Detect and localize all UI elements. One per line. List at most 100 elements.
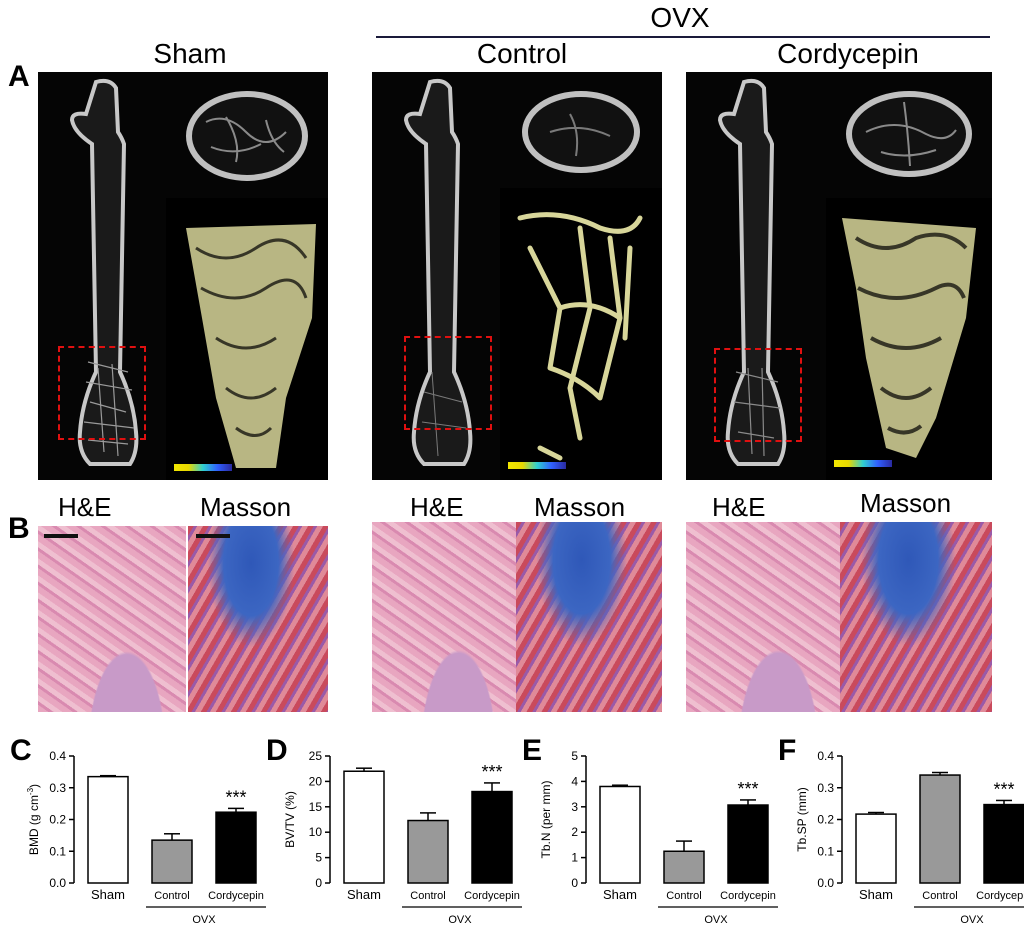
y-axis-label: Tb.SP (mm) xyxy=(795,787,809,851)
significance-marker: *** xyxy=(993,779,1014,799)
histology-masson-control xyxy=(516,522,662,712)
ovx-title: OVX xyxy=(650,2,710,33)
x-tick-label: Sham xyxy=(347,887,381,902)
panel-letter-a: A xyxy=(8,60,30,93)
y-axis-label: Tb.N (per mm) xyxy=(539,780,553,858)
y-tick-label: 10 xyxy=(309,825,323,839)
histology-he-cordycepin xyxy=(686,522,840,712)
stain-label-masson-cordycepin: Masson xyxy=(860,488,952,518)
bar xyxy=(471,790,513,884)
recon-3d-sham xyxy=(166,198,328,480)
y-tick-label: 0.1 xyxy=(817,844,834,858)
y-tick-label: 1 xyxy=(571,851,578,865)
x-tick-label: Sham xyxy=(603,887,637,902)
bar-chart-f: F Tb.SP (mm) 0.0 0.1 0.2 0.3 0.4 Sham Control Cor… xyxy=(778,734,1024,926)
bar-chart-c: C BMD (g cm-3) 0.0 0.1 0.2 0.3 0.4 Sham Control C… xyxy=(10,734,266,926)
x-tick-label: Control xyxy=(410,890,445,902)
bar xyxy=(599,785,641,884)
x-tick-label: Cordycepin xyxy=(464,890,520,902)
ct-longitudinal-cordycepin xyxy=(686,72,826,480)
y-tick-label: 25 xyxy=(309,749,323,763)
roi-box-cordycepin xyxy=(714,348,802,442)
y-axis-label: BMD (g cm-3) xyxy=(26,784,41,855)
ct-cross-section-control xyxy=(500,72,662,188)
significance-marker: *** xyxy=(737,779,758,799)
x-tick-label: Cordycepin xyxy=(976,890,1024,902)
group-title-control: Control xyxy=(476,38,568,69)
x-tick-label: Control xyxy=(154,890,189,902)
trabecular-3d-cordycepin-icon xyxy=(842,218,976,458)
x-tick-label: Control xyxy=(922,890,957,902)
stain-label-he-cordycepin: H&E xyxy=(712,492,766,522)
bar xyxy=(919,774,961,884)
y-tick-label: 0.0 xyxy=(817,876,834,890)
bar xyxy=(215,811,257,884)
y-tick-label: 2 xyxy=(571,825,578,839)
y-tick-label: 0.4 xyxy=(817,749,834,763)
femur-control-icon xyxy=(403,78,473,466)
stain-label-he-sham: H&E xyxy=(58,492,112,522)
colorbar-sham xyxy=(174,464,232,471)
bar-chart-e: E Tb.N (per mm) 0 1 2 3 4 5 Sham Control Cordycepi… xyxy=(522,734,778,926)
group-label: OVX xyxy=(960,914,984,926)
bar xyxy=(663,850,705,884)
histology-he-sham xyxy=(38,526,186,712)
x-tick-label: Sham xyxy=(91,887,125,902)
trabecular-3d-sham-icon xyxy=(186,224,316,468)
bar-chart-d: D BV/TV (%) 0 5 10 15 20 25 Sham Control Cordycepi… xyxy=(266,734,522,926)
y-tick-label: 3 xyxy=(571,800,578,814)
femur-sham-icon xyxy=(69,78,139,466)
roi-box-control xyxy=(404,336,492,430)
group-title-cordycepin: Cordycepin xyxy=(777,38,919,69)
group-label: OVX xyxy=(704,914,728,926)
recon-3d-control xyxy=(500,188,662,480)
histology-masson-cordycepin xyxy=(840,522,992,712)
histology-masson-sham xyxy=(188,526,328,712)
ovx-bracket-line xyxy=(376,36,990,38)
x-tick-label: Sham xyxy=(859,887,893,902)
scale-bar-masson-sham xyxy=(196,534,230,538)
stain-label-masson-sham: Masson xyxy=(200,492,292,522)
y-tick-label: 0 xyxy=(315,876,322,890)
x-tick-label: Cordycepin xyxy=(208,890,264,902)
bar xyxy=(407,819,449,884)
y-tick-label: 4 xyxy=(571,774,578,788)
scale-bar-he-sham xyxy=(44,534,78,538)
ct-cross-section-sham xyxy=(166,72,328,198)
ct-cross-section-cordycepin xyxy=(826,72,992,198)
y-tick-label: 0.2 xyxy=(49,813,66,827)
y-tick-label: 5 xyxy=(315,851,322,865)
panel-letter: D xyxy=(266,734,288,767)
y-tick-label: 0 xyxy=(571,876,578,890)
significance-marker: *** xyxy=(225,787,246,807)
y-tick-label: 0.0 xyxy=(49,876,66,890)
roi-box-sham xyxy=(58,346,146,440)
stain-label-masson-control: Masson xyxy=(534,492,626,522)
significance-marker: *** xyxy=(481,762,502,782)
panel-letter: E xyxy=(522,734,542,767)
x-tick-label: Control xyxy=(666,890,701,902)
y-tick-label: 15 xyxy=(309,800,323,814)
recon-3d-cordycepin xyxy=(826,198,992,480)
y-tick-label: 5 xyxy=(571,749,578,763)
y-tick-label: 0.3 xyxy=(817,781,834,795)
x-tick-label: Cordycepin xyxy=(720,890,776,902)
ct-longitudinal-sham xyxy=(38,72,166,480)
bar xyxy=(855,813,897,884)
y-tick-label: 0.3 xyxy=(49,781,66,795)
stain-label-he-control: H&E xyxy=(410,492,464,522)
femur-cordycepin-icon xyxy=(717,78,787,466)
bar xyxy=(983,803,1024,884)
bar xyxy=(87,775,129,884)
bar xyxy=(727,804,769,884)
histology-he-control xyxy=(372,522,516,712)
y-axis-label: BV/TV (%) xyxy=(283,791,297,848)
group-title-sham: Sham xyxy=(153,38,227,69)
bar xyxy=(151,839,193,884)
trabecular-3d-control-icon xyxy=(517,212,643,461)
colorbar-control xyxy=(508,462,566,469)
y-tick-label: 20 xyxy=(309,774,323,788)
panel-letter: F xyxy=(778,734,796,767)
group-label: OVX xyxy=(192,914,216,926)
panel-letter: C xyxy=(10,734,32,767)
